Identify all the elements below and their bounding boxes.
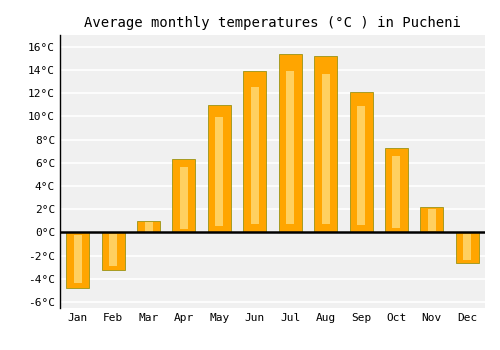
Bar (278, 54, 301, 232)
Title: Average monthly temperatures (°C ) in Pucheni: Average monthly temperatures (°C ) in Pu… (84, 16, 461, 30)
Bar (66, 232, 89, 288)
Bar (392, 156, 400, 228)
Bar (350, 92, 372, 232)
Bar (109, 234, 117, 266)
Bar (144, 222, 152, 232)
Bar (102, 232, 124, 270)
Bar (322, 74, 330, 224)
Bar (456, 232, 479, 263)
Bar (208, 105, 231, 232)
Bar (385, 148, 408, 232)
Bar (464, 234, 471, 260)
Bar (286, 71, 294, 224)
Bar (216, 118, 224, 226)
Bar (420, 207, 444, 232)
Bar (172, 159, 196, 232)
Bar (314, 56, 337, 232)
Bar (244, 71, 266, 232)
Bar (74, 235, 82, 283)
Bar (137, 221, 160, 232)
Bar (428, 210, 436, 231)
Bar (180, 167, 188, 229)
Bar (251, 87, 259, 224)
Bar (357, 106, 365, 225)
